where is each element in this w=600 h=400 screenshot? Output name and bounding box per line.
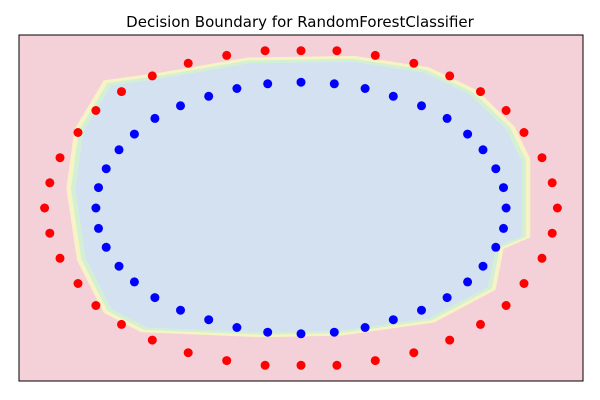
point-class-1-17 (114, 145, 124, 155)
point-class-0-27 (183, 348, 193, 358)
point-class-1-12 (232, 84, 242, 93)
point-class-0-5 (476, 87, 485, 97)
point-class-0-31 (332, 360, 342, 370)
point-class-1-5 (442, 113, 452, 123)
point-class-1-32 (360, 323, 370, 332)
point-class-0-19 (45, 178, 55, 188)
point-class-0-24 (91, 301, 101, 310)
point-class-0-7 (409, 58, 419, 68)
point-class-1-0 (501, 203, 511, 213)
point-class-1-7 (388, 91, 398, 101)
point-class-1-4 (463, 129, 473, 139)
point-class-1-19 (94, 183, 103, 193)
point-class-1-24 (129, 277, 139, 287)
point-class-0-30 (296, 360, 306, 370)
point-class-1-14 (176, 101, 185, 111)
point-class-0-0 (552, 203, 562, 213)
point-class-0-26 (147, 335, 157, 345)
point-class-0-2 (537, 153, 547, 163)
point-class-1-39 (499, 223, 508, 233)
point-class-0-28 (222, 356, 232, 366)
point-class-0-17 (73, 128, 83, 137)
point-class-0-18 (55, 153, 65, 163)
point-class-1-25 (150, 293, 160, 303)
point-class-1-13 (204, 91, 214, 101)
point-class-0-9 (332, 46, 342, 56)
point-class-1-38 (491, 242, 501, 252)
point-class-0-37 (519, 279, 529, 288)
point-class-0-4 (501, 106, 511, 115)
point-class-0-32 (370, 356, 380, 366)
point-class-1-10 (296, 77, 306, 87)
point-class-0-8 (370, 50, 380, 60)
point-class-1-27 (204, 315, 214, 325)
point-class-0-13 (183, 58, 193, 68)
point-class-1-16 (129, 129, 139, 139)
plot-area (18, 34, 584, 382)
point-class-0-1 (547, 178, 557, 188)
point-class-0-25 (117, 319, 126, 329)
point-class-1-20 (91, 203, 101, 213)
point-class-0-22 (55, 253, 65, 263)
point-class-1-9 (329, 79, 339, 89)
point-class-1-23 (114, 261, 124, 271)
point-class-0-6 (445, 71, 455, 81)
point-class-1-29 (263, 327, 273, 337)
point-class-1-37 (478, 261, 488, 271)
inner-region-fill (75, 61, 522, 333)
point-class-1-18 (101, 164, 111, 174)
point-class-1-36 (463, 277, 473, 287)
scatter-points (40, 46, 562, 370)
point-class-0-20 (40, 203, 50, 213)
point-class-0-14 (147, 71, 157, 81)
chart-title: Decision Boundary for RandomForestClassi… (126, 13, 474, 31)
point-class-0-36 (501, 301, 511, 310)
point-class-0-16 (91, 106, 101, 115)
point-class-1-30 (296, 329, 306, 339)
point-class-1-34 (417, 305, 426, 315)
point-class-1-31 (329, 327, 339, 337)
point-class-0-15 (117, 87, 126, 97)
point-class-0-21 (45, 228, 55, 238)
point-class-1-6 (417, 101, 426, 111)
point-class-1-33 (388, 315, 398, 325)
point-class-0-33 (409, 348, 419, 358)
point-class-0-11 (260, 46, 270, 56)
point-class-0-3 (519, 128, 529, 137)
point-class-1-11 (263, 79, 273, 89)
point-class-0-39 (547, 228, 557, 238)
point-class-1-3 (478, 145, 488, 155)
point-class-0-34 (445, 335, 455, 345)
point-class-0-23 (73, 279, 83, 288)
point-class-0-35 (476, 319, 485, 329)
point-class-0-29 (260, 360, 270, 370)
point-class-1-21 (94, 223, 103, 233)
point-class-1-28 (232, 323, 242, 332)
point-class-1-1 (499, 183, 508, 193)
point-class-0-12 (222, 50, 232, 60)
point-class-1-26 (176, 305, 185, 315)
point-class-0-38 (537, 253, 547, 263)
point-class-1-35 (442, 293, 452, 303)
point-class-1-15 (150, 113, 160, 123)
point-class-0-10 (296, 46, 306, 56)
point-class-1-22 (101, 242, 111, 252)
plot-frame (18, 34, 584, 382)
point-class-1-2 (491, 164, 501, 174)
point-class-1-8 (360, 84, 370, 93)
